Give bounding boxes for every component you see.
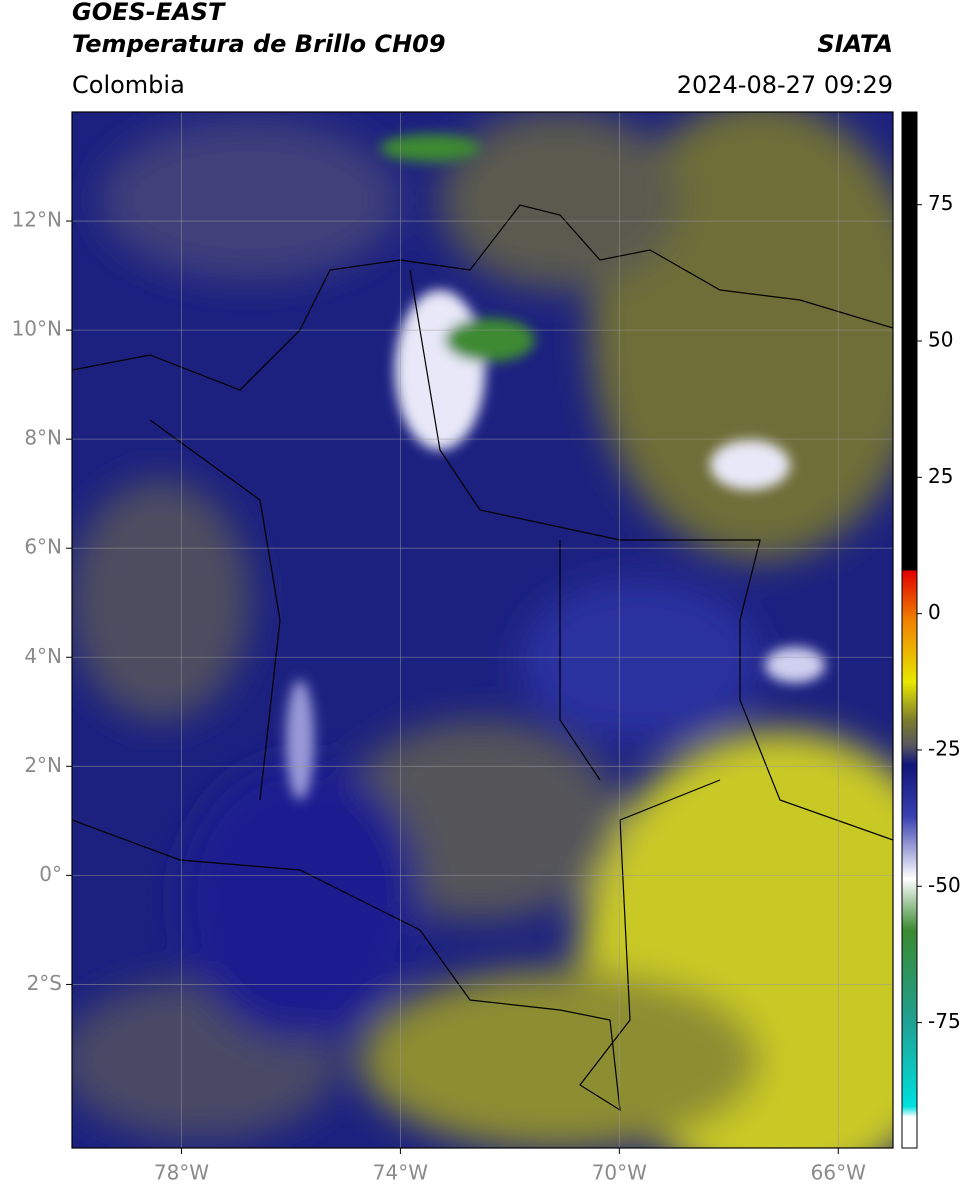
- x-tick-label: 78°W: [154, 1161, 209, 1185]
- y-tick-label: 2°S: [27, 971, 62, 995]
- colorbar-tick-label: -75: [928, 1009, 961, 1033]
- colorbar-tick-label: 25: [928, 464, 953, 488]
- colorbar-tick-label: 0: [928, 600, 941, 624]
- y-tick-label: 6°N: [24, 535, 62, 559]
- y-tick-label: 2°N: [24, 753, 62, 777]
- colorbar-tick-label: -25: [928, 736, 961, 760]
- title: GOES-EAST: [72, 0, 226, 26]
- subtitle: Temperatura de Brillo CH09: [72, 30, 446, 58]
- y-tick-label: 12°N: [12, 208, 62, 232]
- x-tick-label: 66°W: [811, 1161, 866, 1185]
- colorbar-tick-label: -50: [928, 873, 961, 897]
- colorbar-tick-label: 75: [928, 191, 953, 215]
- colorbar: [901, 111, 918, 1149]
- y-tick-label: 0°: [39, 862, 62, 886]
- map-frame: [71, 111, 894, 1149]
- region: Colombia: [72, 71, 185, 99]
- y-tick-label: 8°N: [24, 426, 62, 450]
- x-tick-label: 70°W: [592, 1161, 647, 1185]
- source: SIATA: [817, 30, 893, 58]
- y-tick-label: 4°N: [24, 644, 62, 668]
- x-tick-label: 74°W: [373, 1161, 428, 1185]
- y-tick-label: 10°N: [12, 317, 62, 341]
- satellite-image: [72, 112, 893, 1148]
- colorbar-tick-label: 50: [928, 328, 953, 352]
- timestamp: 2024-08-27 09:29: [677, 71, 893, 99]
